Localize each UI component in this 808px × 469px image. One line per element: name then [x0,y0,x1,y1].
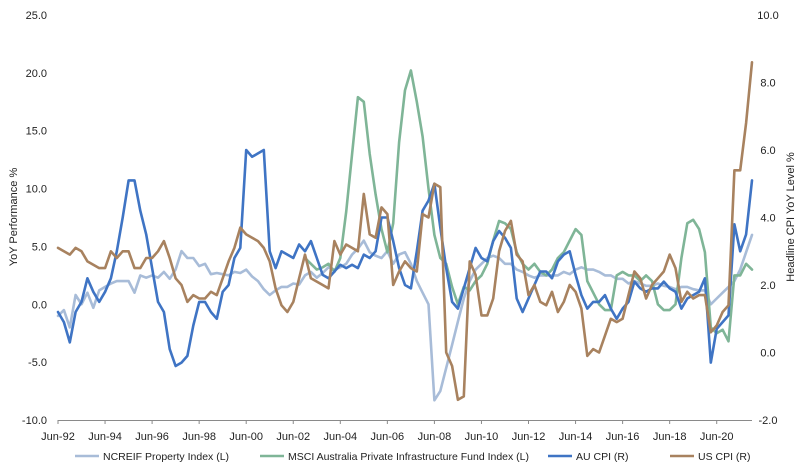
series-line-3 [56,148,754,368]
y-left-axis-title: YoY Performance % [8,168,20,267]
y-right-ticks: -2.0 0.0 2.0 4.0 6.0 8.0 10.0 [757,10,778,427]
x-tick-label: Jun-08 [418,431,452,443]
y-left-tick-label: 0.0 [32,299,47,311]
y-left-tick-label: -10.0 [22,415,47,427]
x-tick-label: Jun-10 [465,431,499,443]
y-left-tick-label: 20.0 [26,68,47,80]
x-tick-label: Jun-00 [229,431,263,443]
x-tick-label: Jun-06 [371,431,405,443]
y-left-tick-label: 25.0 [26,10,47,22]
legend-item: AU CPI (R) [548,451,629,463]
y-left-ticks: -10.0 -5.0 0.0 5.0 10.0 15.0 20.0 25.0 [22,10,47,427]
legend-label: US CPI (R) [698,451,751,463]
legend-item: MSCI Australia Private Infrastructure Fu… [260,451,529,463]
x-tick-label: Jun-96 [135,431,169,443]
y-left-tick-label: 15.0 [26,126,47,138]
legend-label: AU CPI (R) [576,451,629,463]
y-right-tick-label: 2.0 [760,280,775,292]
series-line-4 [56,61,754,402]
series-line-1 [56,233,754,402]
x-tick-label: Jun-20 [700,431,734,443]
y-right-tick-label: 10.0 [757,10,778,22]
x-tick-label: Jun-92 [41,431,75,443]
legend-label: MSCI Australia Private Infrastructure Fu… [288,451,529,463]
y-right-tick-label: 0.0 [760,348,775,360]
y-right-tick-label: 8.0 [760,78,775,90]
series-layer [56,61,754,402]
y-right-axis-title: Headline CPI YoY Level % [785,152,797,282]
x-tick-label: Jun-18 [653,431,687,443]
y-right-tick-label: 6.0 [760,145,775,157]
x-tick-label: Jun-98 [182,431,216,443]
x-tick-label: Jun-12 [512,431,546,443]
x-ticks: Jun-92 Jun-94 Jun-96 Jun-98 Jun-00 Jun-02 Jun-… [41,420,734,443]
x-tick-label: Jun-94 [88,431,122,443]
legend-label: NCREIF Property Index (L) [103,451,229,463]
legend-item: NCREIF Property Index (L) [75,451,229,463]
legend-item: US CPI (R) [670,451,751,463]
y-left-tick-label: 5.0 [32,241,47,253]
x-tick-label: Jun-14 [559,431,593,443]
legend: NCREIF Property Index (L) MSCI Australia … [75,451,751,463]
y-right-tick-label: -2.0 [759,415,778,427]
x-tick-label: Jun-16 [606,431,640,443]
y-left-tick-label: 10.0 [26,184,47,196]
y-left-tick-label: -5.0 [28,357,47,369]
x-tick-label: Jun-04 [323,431,357,443]
x-tick-label: Jun-02 [276,431,310,443]
y-right-tick-label: 4.0 [760,213,775,225]
